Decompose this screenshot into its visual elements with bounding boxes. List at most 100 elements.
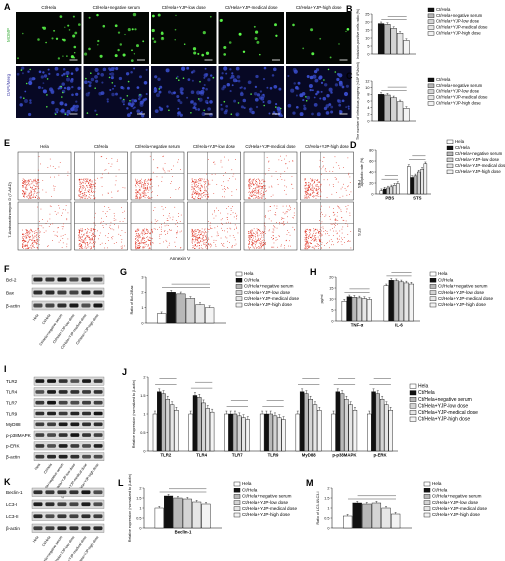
event-dot xyxy=(110,166,112,167)
fluorescent-spot xyxy=(230,113,233,115)
event-dot xyxy=(232,245,233,246)
event-dot xyxy=(109,209,111,210)
event-dot xyxy=(251,191,252,193)
bar-ct-hela-yjp-low-dose xyxy=(390,28,397,55)
bar-ct-hela-negative-serum xyxy=(197,397,202,452)
event-dot xyxy=(135,245,137,247)
event-dot xyxy=(268,160,270,162)
legend-label: Ct/Hela+YJP-high dose xyxy=(438,302,486,307)
event-dot xyxy=(251,244,253,245)
nucleus-spot xyxy=(137,97,141,101)
event-dot xyxy=(210,244,212,245)
event-dot xyxy=(118,169,120,171)
nucleus-spot xyxy=(106,98,109,101)
event-dot xyxy=(258,191,259,192)
event-dot xyxy=(93,245,94,247)
event-dot xyxy=(235,212,236,214)
event-dot xyxy=(101,186,103,187)
event-dot xyxy=(215,240,217,241)
event-dot xyxy=(121,245,123,247)
nucleus-spot xyxy=(287,103,292,108)
event-dot xyxy=(142,239,143,241)
event-dot xyxy=(319,233,321,234)
blot-lane-label: Ct/Hela+YJP-low dose xyxy=(52,313,75,344)
event-dot xyxy=(25,235,27,237)
event-dot xyxy=(138,233,139,235)
event-dot xyxy=(338,238,340,240)
event-dot xyxy=(89,185,90,187)
event-dot xyxy=(144,187,146,188)
event-dot xyxy=(81,228,83,230)
event-dot xyxy=(285,163,287,165)
event-dot xyxy=(347,226,349,227)
nucleus-spot xyxy=(111,77,114,80)
event-dot xyxy=(90,248,91,250)
event-dot xyxy=(144,237,145,239)
event-dot xyxy=(32,238,34,240)
blot-band xyxy=(33,502,43,507)
event-dot xyxy=(318,196,320,197)
event-dot xyxy=(256,232,258,233)
event-dot xyxy=(41,225,43,227)
event-dot xyxy=(308,182,310,184)
event-dot xyxy=(199,242,200,243)
fluorescent-spot xyxy=(139,94,141,96)
event-dot xyxy=(137,243,139,244)
event-dot xyxy=(113,220,115,221)
event-dot xyxy=(304,241,306,242)
nucleus-spot xyxy=(42,89,47,94)
bar-ct-hela-yjp-medical-dose xyxy=(312,404,318,452)
event-dot xyxy=(56,231,58,233)
event-dot xyxy=(80,237,81,238)
blot-band xyxy=(82,433,91,437)
event-dot xyxy=(220,219,222,221)
event-dot xyxy=(22,238,24,239)
event-dot xyxy=(122,212,124,213)
event-dot xyxy=(248,235,250,237)
event-dot xyxy=(287,167,288,169)
event-dot xyxy=(308,194,310,195)
event-dot xyxy=(32,236,34,238)
event-dot xyxy=(204,190,205,191)
event-dot xyxy=(201,196,203,198)
event-dot xyxy=(325,171,327,172)
event-dot xyxy=(145,194,146,196)
event-dot xyxy=(90,186,92,188)
event-dot xyxy=(349,240,351,242)
event-dot xyxy=(37,182,39,183)
event-dot xyxy=(334,177,336,178)
event-dot xyxy=(136,235,137,236)
event-dot xyxy=(251,235,253,237)
event-dot xyxy=(318,238,320,240)
nucleus-spot xyxy=(42,71,45,74)
event-dot xyxy=(236,228,237,229)
fluorescent-spot xyxy=(88,16,91,19)
event-dot xyxy=(143,247,145,249)
nucleus-spot xyxy=(145,92,148,96)
event-dot xyxy=(308,186,310,188)
event-dot xyxy=(85,195,87,197)
event-dot xyxy=(314,246,316,248)
event-dot xyxy=(279,223,280,225)
event-dot xyxy=(23,241,25,243)
blot-strip xyxy=(33,430,105,440)
event-dot xyxy=(147,244,149,245)
event-dot xyxy=(248,247,250,248)
event-dot xyxy=(307,187,309,189)
event-dot xyxy=(23,181,25,182)
event-dot xyxy=(286,239,287,241)
event-dot xyxy=(138,247,139,249)
y-tick-label: 2 xyxy=(139,486,141,490)
event-dot xyxy=(206,245,207,247)
event-dot xyxy=(136,192,138,193)
nucleus-spot xyxy=(133,99,137,103)
panel-e-column-labels: Hela Ct/Hela Ct/Hela+negative serum Ct/Hela… xyxy=(40,144,349,149)
event-dot xyxy=(264,186,266,187)
event-dot xyxy=(249,184,250,186)
event-dot xyxy=(282,222,283,224)
event-dot xyxy=(329,229,331,231)
fluorescent-spot xyxy=(29,68,32,71)
event-dot xyxy=(191,240,193,242)
event-dot xyxy=(35,235,37,237)
event-dot xyxy=(136,197,138,199)
